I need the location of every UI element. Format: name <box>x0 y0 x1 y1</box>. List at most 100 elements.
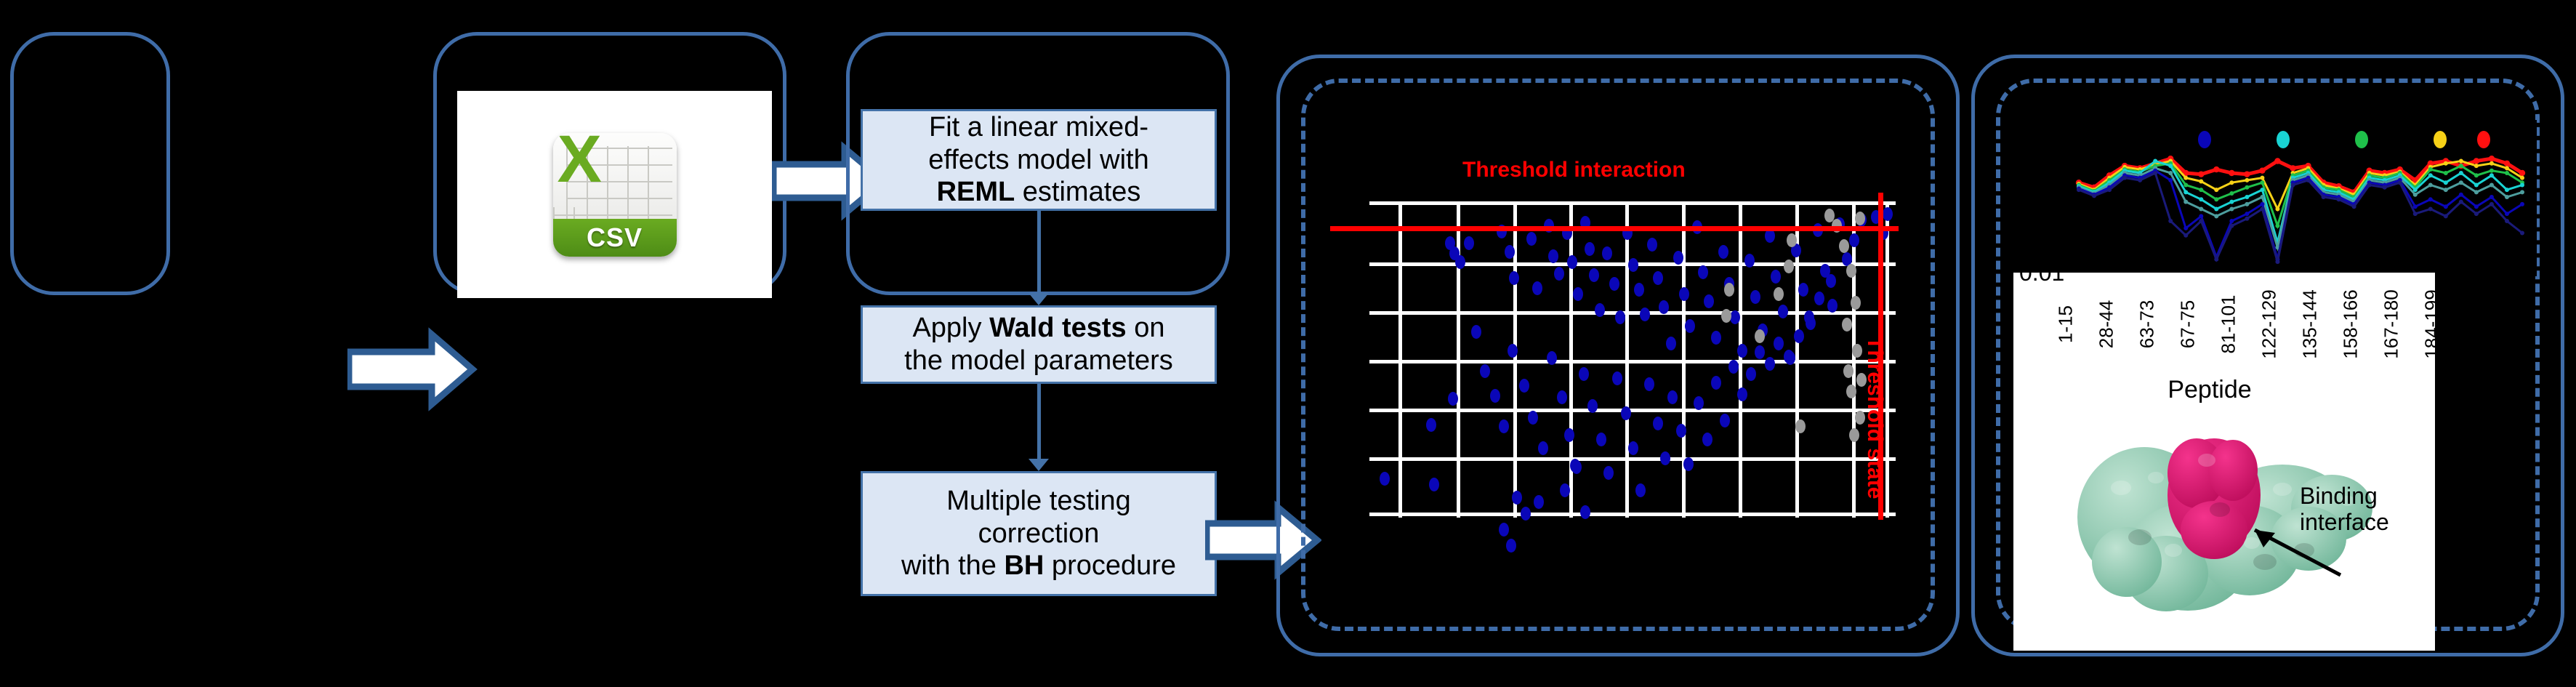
series-point <box>2458 164 2463 169</box>
x-tick-label: 67-75 <box>2168 273 2208 379</box>
series-point <box>2489 195 2494 199</box>
connector-wald-to-bh <box>1037 384 1041 464</box>
x-tick-text: 167-180 <box>2380 289 2402 359</box>
series-point <box>2474 190 2479 195</box>
series-point <box>2245 212 2250 217</box>
series-point <box>2260 175 2265 180</box>
series-point <box>2504 195 2509 199</box>
series-point <box>2199 219 2204 223</box>
series-point <box>2504 171 2509 175</box>
series-point <box>2245 195 2250 199</box>
series-point <box>2443 161 2448 166</box>
x-tick-label: 81-101 <box>2208 273 2249 379</box>
y-axis-tick-fragment: 0.01 <box>2019 273 2065 286</box>
series-point <box>2199 179 2204 184</box>
series-point <box>2275 223 2280 228</box>
series-point <box>2520 190 2524 195</box>
series-point <box>2229 206 2234 212</box>
series-point <box>2199 197 2204 202</box>
binding-interface-line1: Binding <box>2300 483 2378 509</box>
series-point <box>2489 201 2494 206</box>
series-line-blue <box>2078 169 2523 260</box>
x-tick-text: 122-129 <box>2258 289 2280 359</box>
series-point <box>2214 206 2219 212</box>
series-point <box>2458 180 2463 185</box>
threshold-scatter-plot: Threshold interaction <box>1330 134 1912 553</box>
series-point <box>2199 188 2204 193</box>
series-point <box>2214 214 2219 219</box>
threshold-plot-panel[interactable] <box>1276 55 1960 656</box>
series-point <box>2520 182 2524 188</box>
series-point <box>2474 204 2479 209</box>
series-line-teal <box>2078 166 2523 252</box>
step-bh-box[interactable]: Multiple testing correction with the BH pr… <box>861 471 1217 596</box>
series-point <box>2214 257 2219 262</box>
series-point <box>2321 195 2326 199</box>
series-point <box>2183 182 2189 188</box>
series-point <box>2260 201 2265 206</box>
series-point <box>2412 204 2418 209</box>
threshold-state-line <box>1878 193 1883 520</box>
series-point <box>2412 212 2418 217</box>
series-point <box>2397 180 2402 185</box>
x-tick-text: 135-144 <box>2298 289 2321 359</box>
csv-label-band: CSV <box>552 218 677 257</box>
peptide-figure-panel[interactable] <box>1971 55 2564 656</box>
binding-interface-annotation: Binding interface <box>2300 483 2435 536</box>
series-point <box>2428 173 2433 178</box>
series-point <box>2520 230 2524 236</box>
threshold-plot-panel-inner <box>1301 79 1935 631</box>
peptide-figure-card: 0.01 1-15 28-44 63-73 67-75 81-101 122-129 135… <box>2013 273 2435 651</box>
x-tick-label: 63-73 <box>2127 273 2168 379</box>
series-point <box>2474 173 2479 178</box>
x-tick-label: 158-166 <box>2330 273 2371 379</box>
x-tick-text: 184-199 <box>2420 289 2436 359</box>
series-point <box>2412 192 2418 197</box>
binding-interface-line2: interface <box>2300 508 2389 535</box>
series-point <box>2367 182 2372 188</box>
connector-arrowhead-2 <box>1029 459 1049 471</box>
series-point <box>2183 225 2189 230</box>
series-point <box>2520 201 2524 206</box>
series-point <box>2229 223 2234 228</box>
series-point <box>2489 182 2494 188</box>
series-point <box>2458 192 2463 197</box>
x-tick-text: 1-15 <box>2054 305 2077 344</box>
csv-file-icon: X CSV <box>552 132 677 257</box>
threshold-interaction-label: Threshold interaction <box>1462 158 1686 182</box>
x-axis-tick-labels: 1-15 28-44 63-73 67-75 81-101 122-129 135-144 1… <box>2045 273 2436 379</box>
x-tick-label: 135-144 <box>2290 273 2330 379</box>
series-point <box>2519 169 2526 177</box>
data-source-panel[interactable] <box>10 32 170 295</box>
series-point <box>2245 185 2250 190</box>
series-point <box>2153 171 2158 175</box>
series-point <box>2229 180 2234 185</box>
step-reml-box[interactable]: Fit a linear mixed-effects model with REM… <box>861 109 1217 211</box>
series-point <box>2229 191 2234 196</box>
series-point <box>2306 177 2311 182</box>
series-point <box>2183 233 2189 238</box>
series-point <box>2092 193 2097 198</box>
series-point <box>2443 171 2448 175</box>
peptide-series-svg <box>2075 156 2526 265</box>
series-line-navy <box>2078 171 2523 262</box>
series-point <box>2443 180 2448 185</box>
step-bh-text: Multiple testing correction with the BH pr… <box>901 485 1177 582</box>
legend-dot-red <box>2477 131 2490 148</box>
x-axis-title: Peptide <box>2168 376 2252 403</box>
scatter-plot-area <box>1330 193 1899 553</box>
series-point <box>2458 199 2463 204</box>
series-point <box>2489 168 2494 173</box>
x-tick-label: 184-199 <box>2412 273 2436 379</box>
series-point <box>2260 206 2265 212</box>
series-point <box>2443 188 2448 193</box>
series-point <box>2275 206 2280 212</box>
excel-x-letter: X <box>557 132 602 196</box>
step-wald-box[interactable]: Apply Wald tests on the model parameters <box>861 305 1217 384</box>
series-point <box>2245 177 2250 182</box>
series-point <box>2183 190 2189 195</box>
series-point <box>2290 182 2295 188</box>
series-point <box>2168 177 2173 182</box>
series-point <box>2168 164 2173 169</box>
x-tick-text: 158-166 <box>2339 289 2362 359</box>
